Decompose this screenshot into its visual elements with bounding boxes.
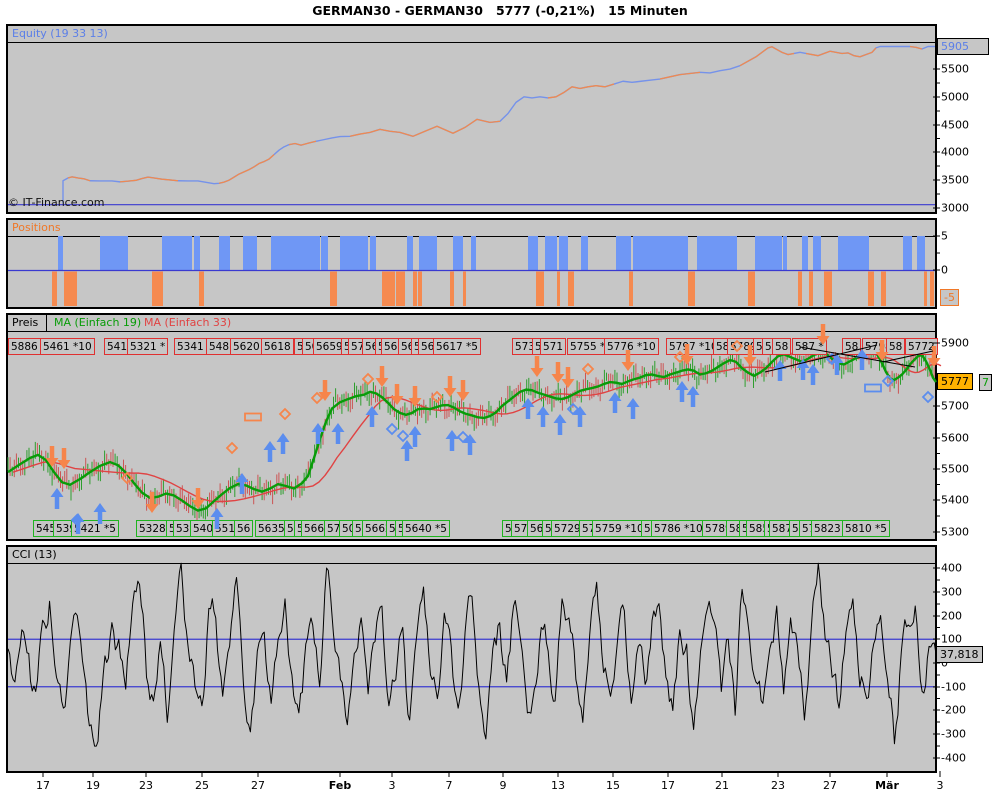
cci-tick-label: -400 (941, 751, 966, 765)
price-panel-header: Preis MA (Einfach 19) MA (Einfach 33) (8, 315, 935, 332)
positions-panel[interactable]: Positions (6, 218, 937, 309)
equity-tick-label: 3500 (941, 173, 969, 187)
price-current-value-box: 5777 (937, 373, 973, 390)
copyright-watermark: © IT-Finance.com (8, 196, 105, 209)
cci-panel-header: CCI (13) (8, 547, 935, 564)
cci-tick-label: 300 (941, 585, 962, 599)
time-axis-label: 27 (251, 779, 265, 792)
time-axis-label: 19 (86, 779, 100, 792)
ma19-label: MA (Einfach 19) (54, 316, 142, 329)
time-axis-label: 27 (823, 779, 837, 792)
buy-signal-label: 53 (173, 520, 193, 537)
cci-tick-label: 200 (941, 609, 962, 623)
cci-tick-label: 0 (941, 656, 948, 670)
sell-signal-label: 5755 * (567, 338, 609, 355)
sell-signal-label: 5620 (230, 338, 263, 355)
equity-tick-label: 5000 (941, 90, 969, 104)
buy-signal-label: 5729 (551, 520, 584, 537)
cci-tick-label: 400 (941, 561, 962, 575)
time-axis-label: 9 (499, 779, 507, 792)
price-tick-label: 5700 (941, 399, 969, 413)
positions-tick-label: 0 (941, 263, 948, 277)
sell-signal-label: 548 (206, 338, 233, 355)
buy-signal-label: 56 (527, 520, 547, 537)
time-axis-label: 23 (139, 779, 153, 792)
time-axis-label: 23 (771, 779, 785, 792)
price-tick-label: 5300 (941, 525, 969, 539)
positions-tick-label: 5 (941, 229, 948, 243)
sell-signal-label: 5776 *10 (604, 338, 659, 355)
equity-panel-header: Equity (19 33 13) (8, 26, 935, 43)
positions-current-value-box: -5 (940, 289, 959, 306)
sell-signal-label: 5886 (8, 338, 41, 355)
sell-signal-label: 58 (886, 338, 906, 355)
ma33-label: MA (Einfach 33) (144, 316, 232, 329)
price-label: Preis (8, 315, 47, 331)
time-axis-label: 3 (388, 779, 396, 792)
equity-tick-label: 5500 (941, 62, 969, 76)
cci-tick-label: -300 (941, 727, 966, 741)
sell-signal-label: 58 (842, 338, 862, 355)
equity-tick-label: 4000 (941, 145, 969, 159)
price-secondary-value-box: 7 (979, 374, 992, 391)
buy-signal-label: 5328 (136, 520, 169, 537)
price-tick-label: 5900 (941, 336, 969, 350)
sell-signal-label: 58 (772, 338, 792, 355)
positions-label: Positions (12, 221, 61, 234)
buy-signal-label: 56 (234, 520, 254, 537)
sell-signal-label: 5321 * (127, 338, 169, 355)
cci-label: CCI (13) (12, 548, 57, 561)
equity-tick-label: 4500 (941, 118, 969, 132)
positions-panel-header: Positions (8, 220, 935, 237)
time-axis-label: 25 (195, 779, 209, 792)
cci-tick-label: 100 (941, 632, 962, 646)
sell-signal-label: 5461 *10 (40, 338, 95, 355)
time-axis-label: 21 (715, 779, 729, 792)
cci-tick-label: -100 (941, 680, 966, 694)
buy-signal-label: 5640 *5 (402, 520, 450, 537)
time-axis-label: 3 (936, 779, 944, 792)
cci-tick-label: -200 (941, 703, 966, 717)
sell-signal-label: 5617 *5 (433, 338, 481, 355)
sell-signal-label: 5772 (905, 338, 938, 355)
sell-signal-label: 587 * (792, 338, 827, 355)
time-axis-label: 17 (661, 779, 675, 792)
time-axis-label: 13 (551, 779, 565, 792)
equity-current-value-box: 5905 (937, 38, 989, 55)
buy-signal-label: 5759 *10 (592, 520, 647, 537)
time-axis-label: Feb (328, 779, 352, 792)
price-tick-label: 5500 (941, 462, 969, 476)
chart-title: GERMAN30 - GERMAN30 5777 (-0,21%) 15 Min… (312, 3, 688, 18)
price-tick-label: 5400 (941, 493, 969, 507)
buy-signal-label: 5786 *10 (651, 520, 706, 537)
price-tick-label: 5600 (941, 431, 969, 445)
cci-panel[interactable]: CCI (13) (6, 545, 937, 773)
equity-panel[interactable]: Equity (19 33 13) (6, 24, 937, 214)
time-axis-label: Mär (875, 779, 899, 792)
time-axis-label: 17 (36, 779, 50, 792)
sell-signal-label: 5618 (261, 338, 294, 355)
buy-signal-label: 587 (769, 520, 796, 537)
buy-signal-label: 5823 * (811, 520, 853, 537)
time-axis-label: 7 (445, 779, 453, 792)
equity-tick-label: 3000 (941, 201, 969, 215)
buy-signal-label: 5810 *5 (842, 520, 890, 537)
sell-signal-label: 571 (540, 338, 567, 355)
buy-signal-label: 5421 *5 (71, 520, 119, 537)
time-axis-label: 15 (606, 779, 620, 792)
cci-current-value-box: 37,818 (936, 646, 983, 663)
equity-label: Equity (19 33 13) (12, 27, 108, 40)
